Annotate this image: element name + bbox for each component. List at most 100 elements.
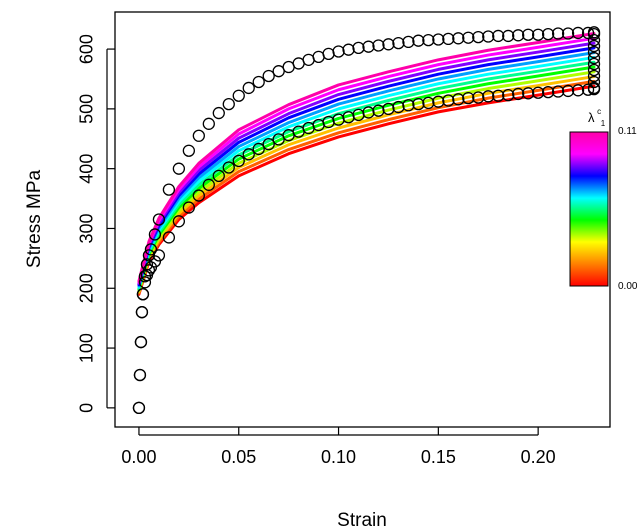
- data-point-lower-4: [136, 288, 150, 301]
- data-point-lower-16: [212, 169, 225, 182]
- data-point-lower-18: [232, 154, 245, 168]
- data-point-37: [422, 33, 435, 47]
- data-point-lower-37: [422, 96, 435, 110]
- data-point-lower-34: [392, 100, 405, 114]
- data-point-lower-14: [192, 189, 205, 202]
- data-point-11: [162, 183, 176, 196]
- data-point-13: [182, 144, 196, 157]
- data-point-44: [492, 29, 505, 43]
- data-point-lower-41: [462, 91, 475, 105]
- data-point-lower-31: [362, 106, 375, 119]
- data-point-lower-17: [222, 161, 235, 174]
- data-point-14: [192, 129, 205, 142]
- data-point-lower-35: [402, 99, 415, 112]
- data-point-45: [502, 29, 515, 43]
- data-point-end-3: [587, 63, 601, 77]
- data-point-lower-10: [152, 249, 166, 262]
- data-point-lower-52: [571, 84, 585, 97]
- data-point-lower-0: [132, 401, 146, 415]
- data-point-32: [372, 39, 385, 52]
- y-tick-label-2: 200: [77, 273, 97, 303]
- data-point-28: [332, 45, 345, 58]
- data-point-36: [412, 34, 425, 47]
- data-point-18: [232, 89, 245, 102]
- legend-color-bar: [569, 131, 609, 287]
- y-tick-label-0: 0: [77, 403, 97, 413]
- legend-superscript: c: [597, 107, 601, 116]
- curves-layer: [137, 32, 596, 296]
- data-point-lower-7: [142, 264, 156, 277]
- data-point-end-8: [587, 33, 601, 47]
- data-point-end-4: [587, 57, 601, 71]
- model-curve-11: [137, 32, 596, 283]
- data-point-lower-47: [522, 87, 535, 100]
- data-point-25: [302, 53, 315, 66]
- color-legend: λ c 1 0.11 0.00: [569, 102, 638, 292]
- data-point-21: [262, 69, 275, 83]
- data-point-lower-45: [502, 88, 515, 102]
- legend-min-label: 0.00: [618, 281, 638, 292]
- data-point-41: [462, 31, 475, 44]
- data-point-lower-38: [432, 95, 445, 108]
- x-axis-title: Strain: [337, 510, 387, 531]
- legend-subscript: 1: [601, 119, 606, 128]
- data-point-15: [202, 117, 215, 130]
- data-point-52: [571, 26, 585, 40]
- legend-lambda-symbol: λ: [588, 110, 595, 125]
- data-point-34: [392, 36, 405, 50]
- data-point-lower-40: [452, 93, 465, 106]
- data-point-51: [561, 27, 575, 40]
- data-point-lower-5: [138, 276, 152, 289]
- data-point-lower-8: [144, 261, 158, 274]
- data-point-end-7: [587, 39, 601, 53]
- data-point-lower-13: [182, 201, 196, 214]
- legend-lambda-label: λ c 1: [588, 102, 606, 128]
- x-tick-label-3: 0.15: [421, 447, 456, 467]
- data-point-lower-39: [442, 94, 455, 107]
- data-point-5: [138, 270, 152, 283]
- data-point-lower-3: [135, 306, 149, 319]
- data-point-lower-33: [382, 102, 395, 116]
- data-point-53: [581, 26, 595, 40]
- data-point-8: [144, 243, 158, 256]
- y-tick-label-5: 500: [77, 94, 97, 124]
- data-point-31: [362, 40, 375, 53]
- points-layer: [132, 26, 601, 415]
- data-point-lower-11: [162, 231, 176, 244]
- data-point-lower-42: [472, 91, 485, 104]
- data-point-lower-15: [202, 178, 215, 191]
- y-axis-title: Stress MPa: [24, 169, 45, 268]
- data-point-26: [312, 50, 325, 63]
- x-tick-label-2: 0.10: [321, 447, 356, 467]
- data-point-16: [212, 106, 225, 120]
- model-curve-10: [137, 36, 596, 284]
- data-point-lower-43: [482, 90, 495, 103]
- data-point-lower-1: [133, 368, 147, 382]
- data-point-lower-44: [492, 89, 505, 102]
- y-tick-label-4: 400: [77, 154, 97, 184]
- data-point-43: [482, 30, 495, 43]
- data-point-lower-48: [531, 86, 545, 99]
- data-point-27: [322, 47, 335, 61]
- data-point-end-1: [587, 75, 601, 89]
- data-point-19: [242, 81, 255, 95]
- data-point-30: [352, 41, 365, 55]
- x-tick-label-4: 0.20: [521, 447, 556, 467]
- data-point-39: [442, 32, 455, 46]
- data-point-35: [402, 35, 415, 49]
- data-point-lower-32: [372, 104, 385, 117]
- data-point-17: [222, 97, 235, 111]
- data-point-48: [531, 28, 545, 41]
- x-tick-label-1: 0.05: [221, 447, 256, 467]
- data-point-46: [512, 29, 525, 42]
- y-axis: 0 100 200 300 400 500 600: [77, 34, 115, 413]
- data-point-49: [541, 27, 555, 41]
- data-point-lower-12: [172, 215, 186, 228]
- data-point-lower-9: [148, 255, 162, 268]
- data-point-10: [152, 213, 166, 226]
- data-point-end-0: [587, 81, 601, 95]
- data-point-lower-50: [551, 85, 565, 98]
- data-point-42: [472, 30, 485, 44]
- y-tick-label-1: 100: [77, 333, 97, 363]
